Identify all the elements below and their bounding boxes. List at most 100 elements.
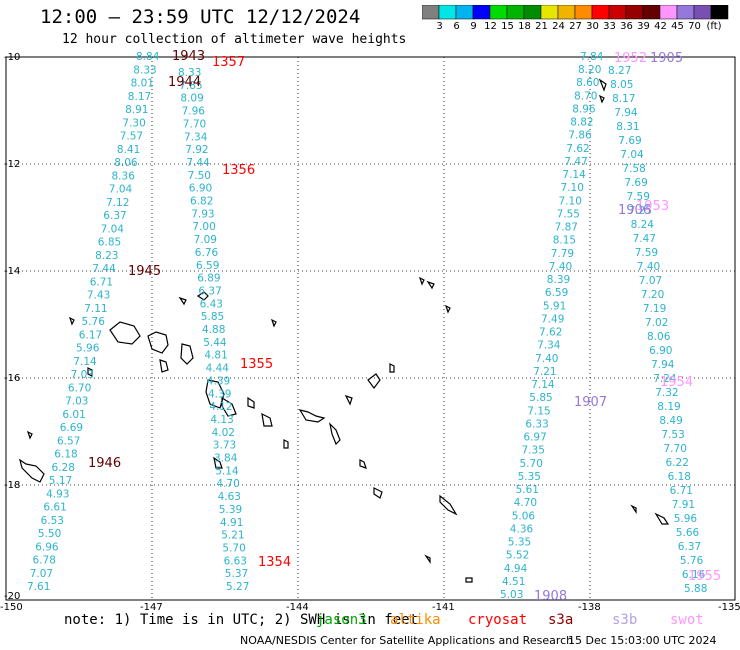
track-east-b-labels: 8.27 8.05 8.17 7.94 8.31 7.69 7.04 7.58 7.69 7.59…: [608, 65, 707, 595]
wave-height-label: 6.22: [666, 457, 689, 469]
wave-height-label: 5.37: [225, 568, 248, 580]
wave-height-label: 6.69: [60, 422, 83, 434]
wave-height-label: 4.51: [502, 576, 525, 588]
wave-height-label: 5.03: [500, 589, 523, 601]
colorbar-label: 15: [501, 21, 514, 32]
wave-height-label: 5.76: [680, 555, 704, 567]
wave-height-label: 5.96: [76, 343, 100, 355]
wave-height-label: 5.06: [512, 510, 536, 522]
wave-height-label: 5.52: [506, 550, 529, 562]
wave-height-label: 7.43: [87, 290, 110, 302]
wave-height-label: 7.44: [92, 263, 116, 275]
wave-height-label: 8.15: [553, 235, 576, 247]
wave-height-label: 8.41: [117, 144, 140, 156]
colorbar-label: 45: [671, 21, 684, 32]
wave-height-label: 8.33: [178, 67, 201, 79]
wave-height-label: 7.40: [637, 261, 660, 273]
time-label-1946: 1946: [88, 456, 121, 471]
wave-height-label: 8.39: [547, 274, 570, 286]
wave-height-label: 6.37: [198, 285, 221, 297]
colorbar-label: (ft): [706, 21, 722, 32]
wave-height-label: 4.63: [218, 491, 241, 503]
wave-height-label: 8.17: [128, 91, 151, 103]
wave-height-label: 7.79: [551, 248, 574, 260]
time-label-1944: 1944: [168, 75, 201, 90]
wave-height-label: 7.32: [655, 387, 678, 399]
wave-height-label: 7.07: [30, 568, 53, 580]
wave-height-label: 7.44: [186, 157, 210, 169]
wave-height-label: 7.92: [185, 144, 208, 156]
wave-height-label: 7.69: [624, 177, 647, 189]
colorbar-swatch: [540, 5, 559, 20]
wave-height-label: 6.59: [545, 287, 568, 299]
wave-height-label: 5.85: [201, 311, 224, 323]
colorbar-label: 3: [436, 21, 443, 32]
wave-height-label: 6.57: [57, 435, 80, 447]
wave-height-label: 5.66: [676, 527, 700, 539]
wave-height-label: 7.02: [645, 317, 668, 329]
wave-height-label: 6.43: [200, 298, 223, 310]
colorbar-label: 21: [535, 21, 548, 32]
colorbar-swatch: [455, 5, 474, 20]
wave-height-label: 8.17: [612, 93, 635, 105]
wave-height-label: 7.03: [65, 396, 88, 408]
wave-height-label: 7.14: [73, 356, 97, 368]
wave-height-label: 8.24: [631, 219, 655, 231]
wave-height-label: 5.44: [203, 337, 227, 349]
wave-height-label: 5.14: [215, 465, 239, 477]
wave-height-label: 6.63: [224, 555, 247, 567]
wave-height-label: 7.47: [564, 156, 587, 168]
wave-height-label: 7.70: [183, 118, 206, 130]
wave-height-label: 5.70: [222, 543, 245, 555]
wave-height-label: 4.91: [220, 517, 243, 529]
footer-timestamp: 15 Dec 15:03:00 UTC 2024: [568, 634, 717, 647]
y-label-12: -12: [4, 159, 20, 170]
wave-height-label: 6.37: [103, 210, 126, 222]
wave-height-label: 6.78: [33, 555, 56, 567]
wave-height-label: 7.34: [184, 131, 208, 143]
wave-height-label: 7.30: [122, 117, 145, 129]
wave-height-label: 7.20: [641, 289, 664, 301]
wave-height-label: 6.85: [98, 237, 121, 249]
wave-height-label: 4.36: [510, 523, 534, 535]
wave-height-label: 7.03: [71, 369, 94, 381]
colorbar-swatch: [625, 5, 644, 20]
y-label-20: -20: [4, 591, 20, 602]
colorbar-swatch: [523, 5, 542, 20]
wave-height-label: 8.96: [572, 104, 596, 116]
wave-height-label: 6.61: [43, 502, 66, 514]
colorbar-swatch: [710, 5, 729, 20]
wave-height-label: 7.04: [101, 223, 125, 235]
colorbar-label: 30: [586, 21, 599, 32]
wave-height-label: 4.70: [216, 478, 239, 490]
wave-height-label: 6.01: [62, 409, 85, 421]
wave-height-label: 5.85: [529, 392, 552, 404]
wave-height-label: 7.04: [109, 184, 133, 196]
x-label-141: -141: [432, 602, 455, 613]
wave-height-label: 4.12: [209, 401, 232, 413]
footer-credit: NOAA/NESDIS Center for Satellite Applica…: [240, 634, 574, 647]
y-label-14: -14: [4, 266, 20, 277]
wave-height-label: 8.09: [180, 93, 203, 105]
wave-height-label: 7.40: [535, 353, 558, 365]
satellite-s3a: s3a: [548, 612, 574, 628]
wave-height-label: 5.96: [674, 513, 698, 525]
wave-height-label: 8.19: [657, 401, 680, 413]
wave-height-label: 7.21: [533, 366, 556, 378]
wave-height-label: 7.49: [541, 313, 564, 325]
time-label-1906: 1906: [618, 203, 651, 218]
wave-height-label: 5.39: [219, 504, 242, 516]
wave-height-label: 5.27: [226, 581, 249, 593]
track-center-labels: 8.337.858.097.967.707.347.927.447.506.90…: [178, 67, 249, 593]
satellite-jason3: jason3: [316, 612, 367, 628]
colorbar-swatch: [591, 5, 610, 20]
wave-height-label: 7.04: [620, 149, 644, 161]
wave-height-label: 5.17: [49, 475, 72, 487]
satellite-s3b: s3b: [612, 612, 638, 628]
time-label-1953: 1953: [636, 199, 669, 214]
wave-height-label: 7.55: [557, 209, 580, 221]
x-label-150: -150: [0, 602, 23, 613]
wave-height-label: 8.05: [610, 79, 633, 91]
y-label-16: -16: [4, 373, 20, 384]
colorbar-label: 24: [552, 21, 565, 32]
